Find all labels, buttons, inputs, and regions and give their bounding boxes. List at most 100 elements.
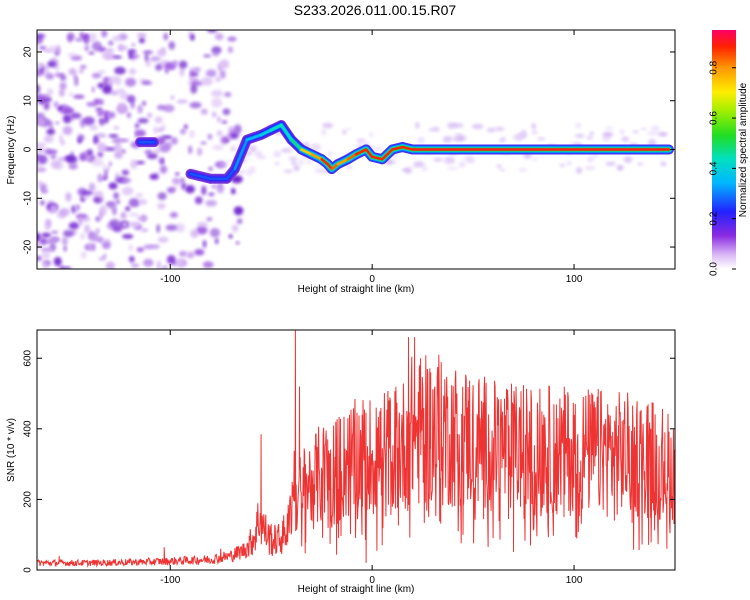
colorbar-tick-label: 0.8 bbox=[709, 60, 720, 74]
noise-blob bbox=[67, 35, 73, 43]
x-tick-label: 100 bbox=[566, 274, 583, 285]
noise-blob bbox=[196, 226, 208, 235]
noise-blob bbox=[49, 204, 58, 214]
noise-blob bbox=[53, 256, 62, 267]
noise-blob bbox=[293, 164, 300, 172]
noise-blob bbox=[79, 64, 87, 70]
noise-blob bbox=[91, 158, 104, 167]
noise-blob bbox=[37, 255, 43, 261]
noise-blob bbox=[128, 221, 141, 228]
noise-blob bbox=[146, 153, 158, 160]
noise-blob bbox=[68, 221, 80, 230]
noise-blob bbox=[433, 157, 444, 162]
noise-blob bbox=[135, 192, 144, 198]
noise-blob bbox=[81, 190, 93, 196]
noise-blob bbox=[454, 133, 464, 136]
y-tick-label: 600 bbox=[23, 349, 34, 366]
noise-blob bbox=[186, 251, 195, 259]
noise-blob bbox=[205, 69, 217, 78]
ridge-segment bbox=[290, 138, 303, 151]
noise-blob bbox=[57, 106, 64, 111]
noise-blob bbox=[417, 136, 425, 144]
noise-blob bbox=[50, 153, 57, 160]
noise-blob bbox=[46, 88, 54, 96]
noise-blob bbox=[105, 147, 116, 151]
y-tick-label: -20 bbox=[23, 239, 34, 254]
noise-blob bbox=[143, 258, 154, 267]
y-tick-label: 0 bbox=[23, 146, 34, 152]
noise-blob bbox=[228, 132, 239, 140]
noise-blob bbox=[122, 222, 128, 228]
noise-blob bbox=[107, 40, 114, 46]
noise-blob bbox=[178, 250, 188, 257]
noise-blob bbox=[433, 126, 439, 131]
noise-blob bbox=[495, 126, 505, 131]
noise-blob bbox=[176, 99, 189, 104]
noise-blob bbox=[200, 108, 208, 115]
noise-blob bbox=[179, 128, 187, 135]
noise-blob bbox=[214, 237, 219, 245]
noise-blob bbox=[224, 92, 232, 97]
noise-blob bbox=[175, 258, 184, 267]
noise-blob bbox=[531, 122, 537, 130]
noise-blob bbox=[97, 173, 103, 183]
noise-blob bbox=[246, 169, 252, 176]
ridge-segment bbox=[364, 148, 374, 159]
snr-y-ticks: 0 200 400 600 bbox=[23, 349, 675, 573]
noise-blob bbox=[51, 230, 59, 235]
colorbar-tick-label: 0.2 bbox=[709, 211, 720, 225]
noise-blob bbox=[136, 247, 145, 253]
noise-blob bbox=[183, 124, 188, 130]
noise-blob bbox=[41, 232, 51, 238]
noise-blob bbox=[63, 245, 67, 252]
noise-blob bbox=[559, 163, 565, 168]
noise-blob bbox=[97, 141, 106, 150]
ridge-segment bbox=[270, 123, 283, 132]
noise-blob bbox=[104, 169, 108, 180]
noise-blob bbox=[415, 121, 420, 129]
noise-blob bbox=[189, 130, 195, 139]
noise-blob bbox=[156, 223, 160, 233]
noise-blob bbox=[401, 169, 409, 172]
ridge-segment bbox=[336, 158, 350, 166]
noise-blob bbox=[274, 162, 280, 165]
noise-blob bbox=[78, 215, 83, 226]
noise-blob bbox=[141, 81, 153, 85]
noise-blob bbox=[157, 202, 166, 210]
noise-blob bbox=[111, 137, 122, 144]
noise-blob bbox=[194, 248, 205, 256]
noise-blob bbox=[56, 44, 61, 55]
noise-blob bbox=[233, 206, 244, 216]
noise-blob bbox=[47, 61, 56, 68]
noise-blob bbox=[235, 241, 240, 245]
noise-blob bbox=[156, 48, 167, 57]
noise-blob bbox=[175, 172, 180, 176]
noise-blob bbox=[391, 160, 397, 163]
noise-blob bbox=[236, 218, 243, 225]
colorbar-label: Normalized spectral amplitude bbox=[738, 82, 749, 217]
noise-blob bbox=[181, 178, 185, 183]
noise-blob bbox=[130, 159, 138, 169]
noise-blob bbox=[212, 144, 224, 151]
noise-blob bbox=[156, 260, 161, 269]
noise-blob bbox=[96, 110, 104, 117]
ridge-segment bbox=[300, 148, 313, 156]
noise-blob bbox=[518, 168, 528, 172]
x-tick-label: 0 bbox=[369, 575, 375, 586]
noise-blob bbox=[62, 125, 73, 135]
noise-blob bbox=[46, 128, 56, 135]
noise-blob bbox=[190, 229, 199, 239]
noise-blob bbox=[37, 84, 41, 94]
noise-blob bbox=[121, 186, 134, 196]
noise-blob bbox=[208, 166, 213, 171]
noise-blob bbox=[466, 158, 476, 164]
noise-blob bbox=[108, 161, 112, 167]
y-tick-label: 0 bbox=[23, 567, 34, 573]
noise-blob bbox=[62, 229, 74, 238]
noise-blob bbox=[201, 76, 213, 86]
noise-blob bbox=[70, 55, 83, 61]
noise-blob bbox=[181, 182, 187, 190]
noise-blob bbox=[209, 227, 221, 238]
